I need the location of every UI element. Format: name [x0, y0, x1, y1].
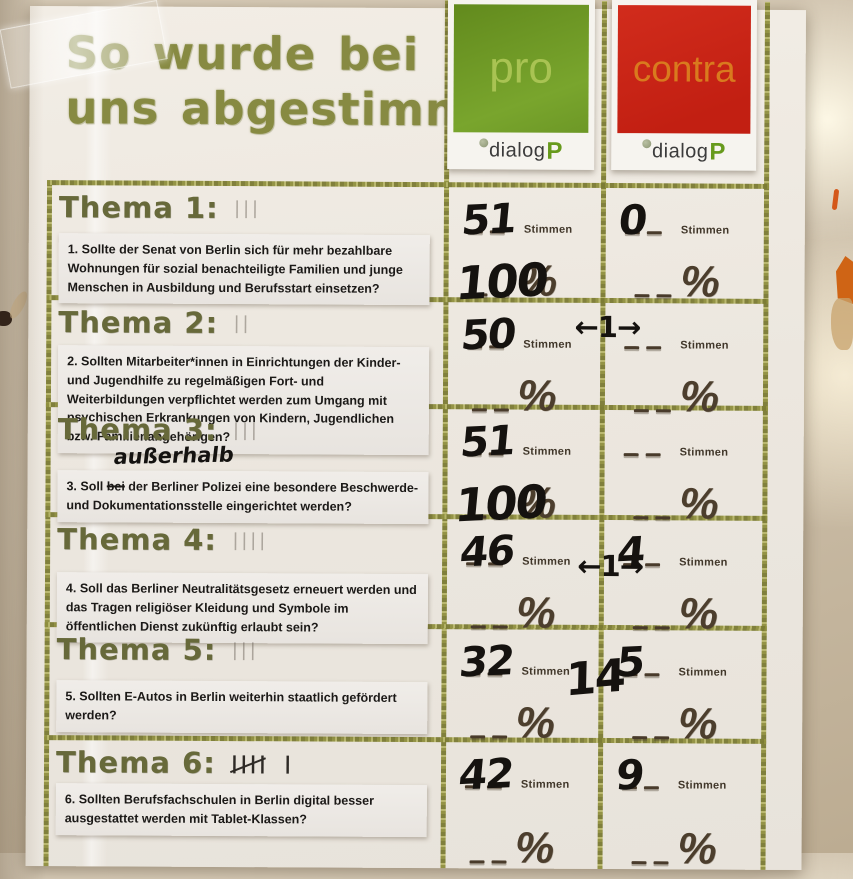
handwritten-correction: außerhalb [112, 442, 236, 470]
stimmen-label: Stimmen [680, 339, 729, 352]
votes-line: Stimmen 9 [613, 744, 766, 800]
percent-sign: % [677, 824, 717, 874]
blank-dashes [634, 294, 672, 298]
question-strip: 6. Sollten Berufsfachschulen in Berlin d… [55, 783, 427, 837]
handwritten-pro-votes: 42 [456, 749, 515, 800]
stimmen-label: Stimmen [679, 556, 728, 569]
voting-table: Thema 1: ||| 1. Sollte der Senat von Berl… [43, 180, 769, 879]
percent-line: % [440, 817, 597, 876]
pro-card-label: pro [489, 43, 554, 93]
stimmen-label: Stimmen [522, 555, 571, 568]
votes-line: Stimmen [616, 411, 768, 464]
blank-dashes [624, 346, 662, 350]
question-cell-thema-2: Thema 2: || 2. Sollten Mitarbeiter*innen … [46, 295, 444, 455]
stimmen-label: Stimmen [520, 778, 570, 791]
votes-line: Stimmen 51 [459, 188, 601, 245]
blank-dashes [469, 860, 507, 864]
percent-line: % [597, 818, 765, 877]
thema-heading: Thema 5: [56, 632, 217, 667]
logo-text-dialog: dialog [488, 139, 546, 162]
votes-line: Stimmen 42 [456, 743, 598, 800]
logo-text-p: P [546, 137, 563, 165]
thema-heading: Thema 3: [57, 412, 218, 447]
stimmen-label: Stimmen [522, 445, 572, 458]
stimmen-label: Stimmen [523, 223, 573, 236]
votes-line: Stimmen 5 [614, 631, 766, 687]
thema-heading: Thema 2: [58, 305, 219, 340]
question-cell-thema-3: Thema 3: ||| außerhalb 3. Soll bei der Be… [45, 402, 443, 524]
orange-paint-patch [836, 256, 853, 304]
handwritten-pro-votes: 46 [457, 526, 516, 577]
logo-dot-icon [479, 138, 489, 148]
handwritten-contra-votes: 9 [613, 750, 645, 800]
contra-card-color-area: contra [617, 5, 752, 134]
pro-cell-thema-2: Stimmen 50 % ←1→ [443, 297, 640, 421]
dialogp-logo: dialog P [453, 132, 588, 170]
handwritten-pro-votes: 32 [457, 636, 516, 687]
thema-heading: Thema 1: [58, 190, 219, 225]
blank-dashes [623, 453, 661, 457]
question-cell-thema-5: Thema 5: ||| 5. Sollten E-Autos in Berlin… [44, 622, 442, 737]
handwritten-note-number: 14 [565, 648, 625, 707]
tally-marks: ||| [232, 640, 260, 662]
votes-line: Stimmen 51 [458, 410, 600, 467]
handwritten-pro-votes: 51 [459, 194, 518, 245]
pro-cell-thema-6: Stimmen 42 % [440, 737, 598, 878]
tan-smudge [831, 298, 853, 350]
pro-card-color-area: pro [453, 4, 590, 133]
blank-dashes [631, 861, 669, 865]
tan-wall-mark [6, 289, 31, 321]
question-text: 1. Sollte der Senat von Berlin sich für … [67, 242, 403, 296]
photo-of-voting-poster: { "title": {"line1": "So wurde bei", "li… [0, 0, 853, 853]
handwritten-pro-votes: 51 [458, 416, 517, 467]
stimmen-label: Stimmen [678, 666, 728, 679]
logo-text-p: P [709, 138, 726, 166]
poster: So wurde bei uns abgestimmt: pro dialog P… [0, 0, 806, 874]
stimmen-label: Stimmen [523, 338, 572, 351]
logo-dot-icon [642, 139, 652, 149]
question-text: 5. Sollten E-Autos in Berlin weiterhin s… [65, 689, 397, 723]
question-cell-thema-4: Thema 4: |||| 4. Soll das Berliner Neutra… [45, 512, 443, 645]
stimmen-label: Stimmen [680, 224, 730, 237]
pro-header-card: pro dialog P [447, 0, 596, 170]
tally-marks: || [234, 313, 253, 335]
logo-text-dialog: dialog [651, 140, 709, 163]
stimmen-label: Stimmen [679, 446, 729, 459]
struck-word: bei [106, 479, 125, 494]
contra-cell-thema-3: Stimmen % [599, 405, 768, 529]
stimmen-label: Stimmen [677, 779, 727, 792]
stimmen-label: Stimmen [521, 665, 571, 678]
handwritten-note-arrows: ←1→ [574, 309, 641, 345]
thema-heading: Thema 6: [55, 745, 216, 780]
tally-marks: ||| [233, 420, 261, 442]
tally-marks-struck: |||| [231, 753, 270, 775]
question-strip: 5. Sollten E-Autos in Berlin weiterhin s… [56, 680, 428, 734]
contra-cell-thema-6: Stimmen 9 % [597, 738, 766, 879]
pro-cell-thema-4: Stimmen 46 % ←1→ [442, 514, 643, 638]
question-text: 3. Soll [66, 479, 107, 494]
votes-line: Stimmen 0 [616, 189, 769, 245]
question-text: 6. Sollten Berufsfachschulen in Berlin d… [64, 792, 374, 827]
handwritten-pro-votes: 50 [458, 309, 517, 360]
contra-card-label: contra [632, 48, 736, 90]
pro-cell-thema-5: Stimmen 32 % 14 [441, 624, 625, 748]
tally-marks: ||| [234, 198, 262, 220]
pro-cell-thema-3: Stimmen 51 % 100 [442, 404, 600, 532]
orange-paint-dash [831, 188, 840, 211]
tally-marks: |||| [232, 530, 269, 552]
handwritten-note-arrows: ←1→ [577, 548, 644, 584]
pro-cell-thema-1: Stimmen 51 % 100 [443, 182, 601, 310]
dialogp-logo: dialog P [617, 133, 750, 171]
question-cell-thema-1: Thema 1: ||| 1. Sollte der Senat von Berl… [46, 180, 444, 306]
question-cell-thema-6: Thema 6: |||| | 6. Sollten Berufsfachschul… [43, 735, 441, 877]
contra-header-card: contra dialog P [611, 0, 758, 171]
handwritten-contra-votes: 0 [616, 195, 648, 245]
thema-heading: Thema 4: [57, 522, 218, 557]
contra-cell-thema-1: Stimmen 0 % [600, 183, 769, 307]
percent-sign: % [514, 823, 555, 873]
tally-marks: | [285, 753, 295, 775]
